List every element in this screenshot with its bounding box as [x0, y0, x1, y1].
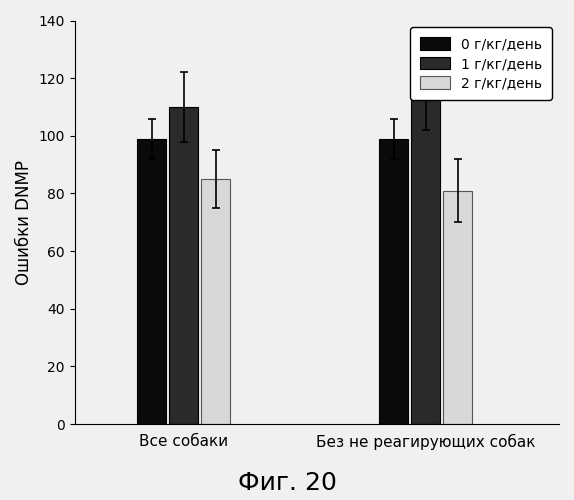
Bar [443, 190, 472, 424]
Bar [412, 92, 440, 424]
Bar [201, 179, 230, 424]
Bar [137, 138, 166, 424]
Y-axis label: Ошибки DNMP: Ошибки DNMP [15, 160, 33, 285]
Text: Фиг. 20: Фиг. 20 [238, 471, 336, 495]
Bar [169, 107, 198, 424]
Bar [379, 138, 408, 424]
Legend: 0 г/кг/день, 1 г/кг/день, 2 г/кг/день: 0 г/кг/день, 1 г/кг/день, 2 г/кг/день [410, 28, 552, 100]
